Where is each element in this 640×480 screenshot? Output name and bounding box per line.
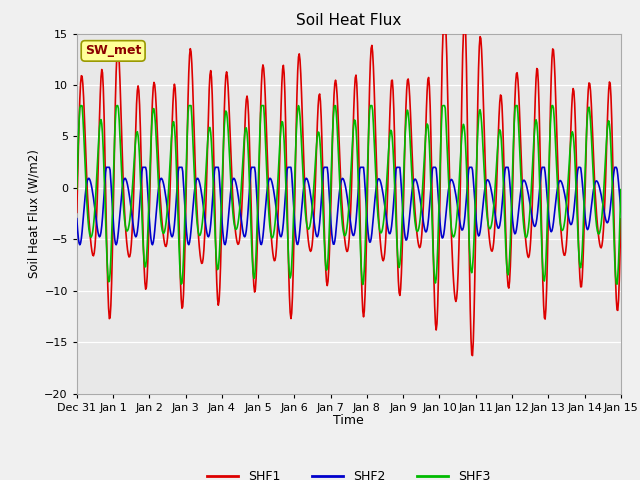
SHF1 <box>139 216 147 222</box>
SHF2 <box>76 242 84 248</box>
Legend: SHF1, SHF2, SHF3: SHF1, SHF2, SHF3 <box>202 465 495 480</box>
SHF1 <box>468 353 476 359</box>
Line: SHF1: SHF1 <box>77 34 621 356</box>
Y-axis label: Soil Heat Flux (W/m2): Soil Heat Flux (W/m2) <box>27 149 40 278</box>
SHF2 <box>73 216 81 222</box>
SHF2 <box>617 206 625 212</box>
SHF1 <box>223 69 230 75</box>
SHF2 <box>224 218 232 224</box>
SHF1 <box>83 172 90 178</box>
SHF1 <box>617 216 625 222</box>
SHF3 <box>77 103 84 108</box>
SHF3 <box>84 208 92 214</box>
Line: SHF3: SHF3 <box>77 106 621 285</box>
SHF3 <box>223 116 231 122</box>
Title: Soil Heat Flux: Soil Heat Flux <box>296 13 401 28</box>
SHF2 <box>140 165 148 170</box>
SHF3 <box>617 187 625 192</box>
Text: SW_met: SW_met <box>85 44 141 58</box>
SHF1 <box>431 303 438 309</box>
Line: SHF2: SHF2 <box>77 168 621 245</box>
SHF3 <box>73 187 81 192</box>
SHF3 <box>140 246 147 252</box>
SHF3 <box>417 215 424 221</box>
SHF2 <box>433 166 440 172</box>
SHF2 <box>196 179 204 185</box>
SHF2 <box>417 197 424 203</box>
SHF1 <box>73 209 81 215</box>
SHF1 <box>415 243 422 249</box>
SHF3 <box>433 276 440 281</box>
SHF3 <box>195 231 202 237</box>
SHF1 <box>194 224 202 229</box>
SHF2 <box>84 178 92 183</box>
SHF2 <box>102 165 110 170</box>
X-axis label: Time: Time <box>333 414 364 427</box>
SHF3 <box>359 282 367 288</box>
SHF1 <box>439 31 447 36</box>
